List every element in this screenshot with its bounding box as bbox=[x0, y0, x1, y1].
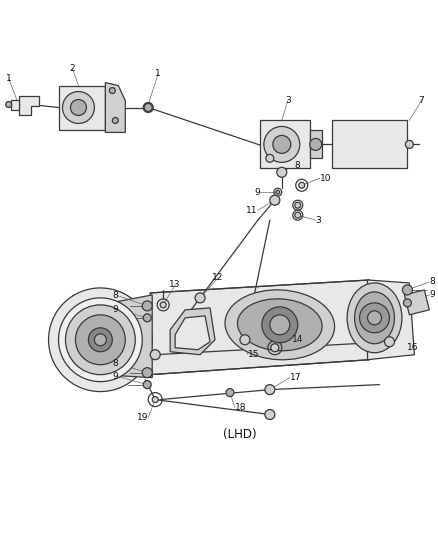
Circle shape bbox=[367, 311, 381, 325]
Text: 18: 18 bbox=[235, 403, 247, 412]
Circle shape bbox=[143, 314, 151, 322]
Polygon shape bbox=[59, 86, 106, 131]
Circle shape bbox=[195, 293, 205, 303]
Text: 8: 8 bbox=[113, 292, 118, 301]
Text: 1: 1 bbox=[155, 69, 161, 78]
Polygon shape bbox=[310, 131, 321, 158]
Circle shape bbox=[66, 305, 135, 375]
Polygon shape bbox=[404, 290, 429, 315]
Text: (LHD): (LHD) bbox=[223, 428, 257, 441]
Ellipse shape bbox=[237, 299, 322, 351]
Circle shape bbox=[277, 167, 287, 177]
Text: 1: 1 bbox=[6, 74, 11, 83]
Circle shape bbox=[95, 334, 106, 346]
Circle shape bbox=[295, 202, 301, 208]
Text: 8: 8 bbox=[113, 359, 118, 368]
Circle shape bbox=[160, 302, 166, 308]
Circle shape bbox=[360, 303, 389, 333]
Ellipse shape bbox=[225, 290, 335, 360]
Circle shape bbox=[63, 92, 95, 124]
Circle shape bbox=[240, 335, 250, 345]
Polygon shape bbox=[100, 295, 152, 378]
Text: 7: 7 bbox=[418, 96, 424, 105]
Circle shape bbox=[226, 389, 234, 397]
Circle shape bbox=[143, 381, 151, 389]
Circle shape bbox=[264, 126, 300, 163]
Circle shape bbox=[265, 385, 275, 394]
Polygon shape bbox=[175, 316, 210, 350]
Circle shape bbox=[295, 212, 301, 218]
Text: 3: 3 bbox=[285, 96, 291, 105]
Polygon shape bbox=[367, 280, 414, 360]
Text: 17: 17 bbox=[290, 373, 301, 382]
Text: 13: 13 bbox=[170, 280, 181, 289]
Polygon shape bbox=[332, 120, 407, 168]
Circle shape bbox=[271, 344, 279, 352]
Circle shape bbox=[75, 315, 125, 365]
Circle shape bbox=[71, 100, 86, 116]
Circle shape bbox=[385, 337, 395, 347]
Circle shape bbox=[299, 182, 305, 188]
Circle shape bbox=[310, 139, 321, 150]
Circle shape bbox=[59, 298, 142, 382]
Circle shape bbox=[144, 103, 152, 111]
Polygon shape bbox=[260, 120, 310, 168]
Circle shape bbox=[142, 368, 152, 378]
Text: 19: 19 bbox=[137, 413, 148, 422]
Circle shape bbox=[403, 299, 411, 307]
Circle shape bbox=[276, 190, 280, 194]
Text: 15: 15 bbox=[248, 350, 259, 359]
Circle shape bbox=[265, 409, 275, 419]
Ellipse shape bbox=[347, 283, 402, 353]
Circle shape bbox=[403, 285, 413, 295]
Polygon shape bbox=[19, 95, 39, 116]
Text: 9: 9 bbox=[113, 372, 118, 381]
Text: 3: 3 bbox=[316, 216, 321, 224]
Text: 8: 8 bbox=[295, 161, 300, 170]
Circle shape bbox=[142, 301, 152, 311]
Circle shape bbox=[88, 328, 112, 352]
Circle shape bbox=[110, 87, 115, 94]
Circle shape bbox=[6, 101, 12, 108]
Text: 11: 11 bbox=[247, 206, 258, 215]
Circle shape bbox=[270, 315, 290, 335]
Circle shape bbox=[112, 117, 118, 124]
Ellipse shape bbox=[355, 292, 395, 344]
Circle shape bbox=[152, 397, 158, 402]
Text: 14: 14 bbox=[292, 335, 303, 344]
Polygon shape bbox=[150, 280, 370, 375]
Circle shape bbox=[143, 102, 153, 112]
Circle shape bbox=[270, 195, 280, 205]
Text: 12: 12 bbox=[212, 273, 224, 282]
Circle shape bbox=[49, 288, 152, 392]
Circle shape bbox=[150, 350, 160, 360]
Text: 10: 10 bbox=[320, 174, 331, 183]
Circle shape bbox=[262, 307, 298, 343]
Polygon shape bbox=[106, 83, 125, 132]
Text: 9: 9 bbox=[254, 188, 260, 197]
Circle shape bbox=[406, 140, 413, 148]
Polygon shape bbox=[170, 308, 215, 355]
Circle shape bbox=[273, 135, 291, 154]
Text: 9: 9 bbox=[113, 305, 118, 314]
Text: 2: 2 bbox=[70, 64, 75, 73]
Circle shape bbox=[266, 155, 274, 163]
Polygon shape bbox=[11, 100, 19, 110]
Text: 9: 9 bbox=[429, 290, 435, 300]
Text: 8: 8 bbox=[429, 278, 435, 286]
Text: 16: 16 bbox=[407, 343, 419, 352]
